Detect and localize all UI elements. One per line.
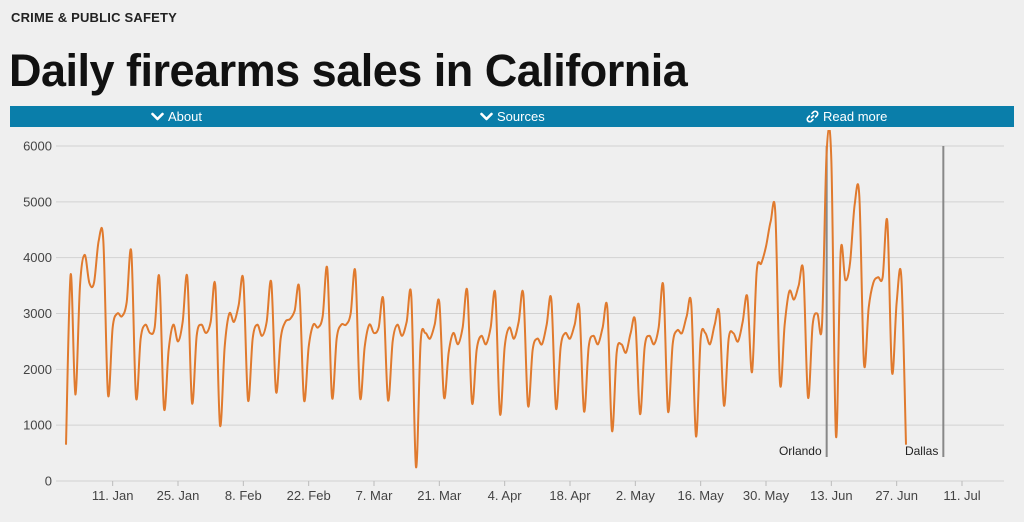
chevron-down-icon [151, 110, 164, 123]
sources-button[interactable]: Sources [480, 106, 545, 127]
x-tick-label: 13. Jun [810, 488, 853, 503]
x-tick-label: 22. Feb [287, 488, 331, 503]
about-label: About [168, 109, 202, 124]
firearms-sales-chart: 0 1000 2000 3000 4000 5000 6000 11. Jan 25. Jan… [23, 126, 1004, 503]
x-tick-label: 2. May [616, 488, 656, 503]
sources-label: Sources [497, 109, 545, 124]
chevron-down-icon [480, 110, 493, 123]
x-tick-label: 7. Mar [356, 488, 394, 503]
y-tick-label: 3000 [23, 306, 52, 321]
x-tick-label: 11. Jul [943, 488, 980, 503]
y-tick-label: 2000 [23, 362, 52, 377]
annotation-label: Dallas [905, 444, 938, 458]
about-button[interactable]: About [151, 106, 202, 127]
page-title: Daily firearms sales in California [9, 45, 688, 96]
event-annotations: Orlando Dallas [779, 146, 945, 458]
info-toolbar: About Sources Read more [10, 106, 1014, 127]
x-tick-label: 18. Apr [549, 488, 591, 503]
x-tick-label: 16. May [678, 488, 725, 503]
link-icon [806, 110, 819, 123]
chart-area: 0 1000 2000 3000 4000 5000 6000 11. Jan 25. Jan… [0, 126, 1024, 517]
read-more-label: Read more [823, 109, 888, 124]
y-tick-label: 1000 [23, 418, 52, 433]
x-axis: 11. Jan 25. Jan 8. Feb 22. Feb 7. Mar 21. Mar… [92, 481, 981, 503]
series-line [65, 126, 907, 469]
annotation-label: Orlando [779, 444, 822, 458]
y-tick-label: 5000 [23, 194, 52, 209]
x-tick-label: 21. Mar [417, 488, 462, 503]
x-tick-label: 8. Feb [225, 488, 262, 503]
x-tick-label: 25. Jan [157, 488, 200, 503]
y-tick-label: 0 [45, 474, 52, 489]
x-tick-label: 27. Jun [875, 488, 918, 503]
x-tick-label: 4. Apr [488, 488, 523, 503]
section-label[interactable]: CRIME & PUBLIC SAFETY [11, 10, 177, 25]
x-tick-label: 30. May [743, 488, 790, 503]
y-tick-label: 4000 [23, 250, 52, 265]
y-tick-label: 6000 [23, 139, 52, 154]
x-tick-label: 11. Jan [92, 488, 134, 503]
read-more-link[interactable]: Read more [806, 106, 887, 127]
grid-lines [56, 145, 1004, 482]
y-axis: 0 1000 2000 3000 4000 5000 6000 [23, 139, 52, 489]
